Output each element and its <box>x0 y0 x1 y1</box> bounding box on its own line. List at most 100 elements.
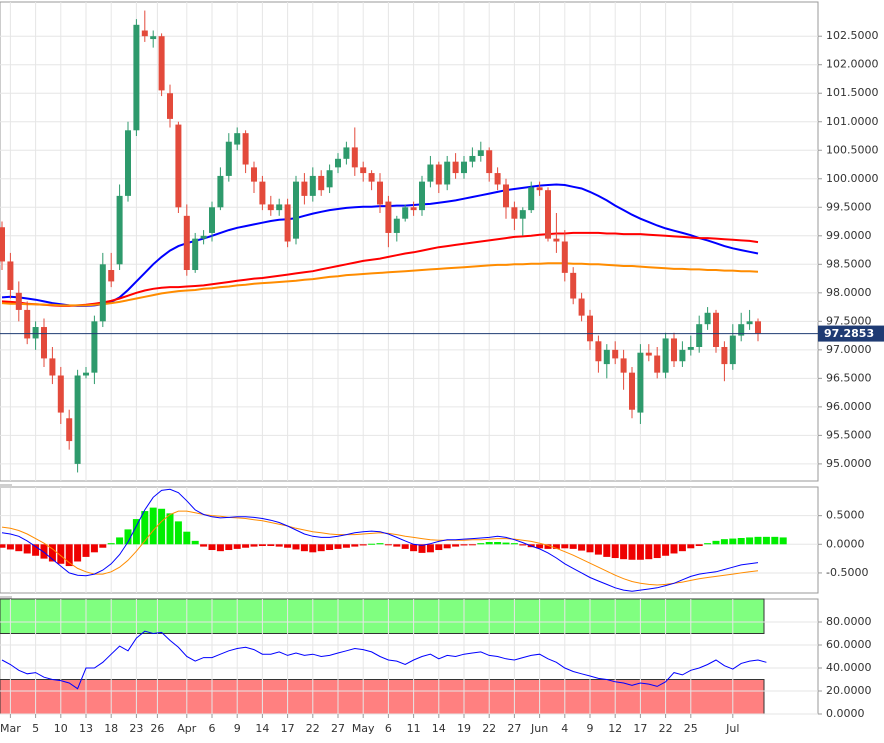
macd-histogram-bar <box>536 544 544 549</box>
candle-body <box>654 355 661 373</box>
candle <box>637 344 644 424</box>
candle-body <box>570 272 577 299</box>
macd-histogram-bar <box>74 544 82 562</box>
candle <box>687 335 694 356</box>
x-tick-label: Jul <box>725 722 739 735</box>
y-tick-label: 95.0000 <box>826 457 872 470</box>
macd-histogram-bar <box>15 544 23 552</box>
macd-histogram-bar <box>200 544 208 547</box>
macd-histogram-bar <box>300 544 308 552</box>
candle-body <box>721 346 728 365</box>
candle-body <box>393 218 400 233</box>
candle <box>91 315 98 385</box>
x-tick-label: Jun <box>530 722 548 735</box>
candle-body <box>545 190 551 239</box>
candle-body <box>587 315 593 342</box>
macd-histogram-bar <box>158 508 166 545</box>
y-tick-label: 102.0000 <box>826 58 879 71</box>
macd-histogram-bar <box>393 544 401 547</box>
candle <box>284 198 291 248</box>
y-tick-label: 101.0000 <box>826 115 879 128</box>
y-tick-label: 100.5000 <box>826 143 879 156</box>
macd-histogram-bar <box>368 543 376 545</box>
macd-histogram-bar <box>107 543 115 545</box>
macd-histogram-bar <box>183 531 191 545</box>
macd-histogram-bar <box>326 544 334 551</box>
candle-body <box>511 207 518 219</box>
candle <box>561 230 568 282</box>
candle-body <box>671 338 677 362</box>
candle-body <box>603 349 610 365</box>
candle-body <box>141 30 148 37</box>
candle <box>427 155 434 188</box>
candle-body <box>553 238 560 242</box>
macd-histogram-bar <box>687 544 695 549</box>
macd-histogram-bar <box>620 544 628 560</box>
macd-histogram-bar <box>746 537 754 545</box>
candle-body <box>713 312 719 347</box>
candle-body <box>503 184 509 208</box>
macd-histogram-bar <box>678 544 686 552</box>
overbought-zone <box>0 598 765 634</box>
candle <box>133 19 140 137</box>
candle <box>519 207 526 236</box>
macd-histogram-bar <box>284 544 292 548</box>
candle-body <box>486 150 493 174</box>
candle-body <box>167 93 173 119</box>
candle-body <box>385 201 392 233</box>
x-tick-label: 27 <box>507 722 521 735</box>
candle <box>452 153 459 179</box>
y-tick-label: 100.0000 <box>826 172 879 185</box>
macd-histogram-bar <box>712 540 720 545</box>
x-tick-label: 6 <box>209 722 216 735</box>
candle-body <box>444 161 451 185</box>
candle <box>217 167 224 211</box>
macd-histogram-bar <box>662 544 670 556</box>
candle-body <box>419 181 425 211</box>
candle <box>595 335 602 373</box>
macd-histogram-bar <box>317 544 325 552</box>
candle-body <box>15 292 22 310</box>
candle <box>259 175 266 211</box>
candle-body <box>267 204 274 211</box>
candle <box>175 121 182 213</box>
candle <box>225 133 232 182</box>
candle-body <box>217 175 224 208</box>
candle-body <box>687 346 694 350</box>
candle-body <box>0 227 5 262</box>
macd-histogram-bar <box>443 544 451 549</box>
macd-histogram-bar <box>0 544 6 548</box>
macd-histogram-bar <box>149 507 157 545</box>
macd-histogram-bar <box>401 544 409 549</box>
macd-histogram-bar <box>586 544 594 553</box>
macd-histogram-bar <box>275 544 283 547</box>
candle-body <box>125 130 131 196</box>
x-tick-label: 22 <box>482 722 496 735</box>
candle <box>276 198 283 216</box>
candle-body <box>578 298 585 316</box>
candle-body <box>318 175 325 191</box>
macd-histogram-bar <box>544 544 552 549</box>
candle-body <box>57 375 64 413</box>
x-tick-label: May <box>352 722 375 735</box>
candle <box>351 127 358 176</box>
candle <box>444 155 451 191</box>
macd-histogram-bar <box>762 536 770 545</box>
y-tick-label: 98.5000 <box>826 257 872 270</box>
candle <box>293 175 299 245</box>
x-tick-label: 14 <box>432 722 446 735</box>
macd-histogram-bar <box>435 544 443 551</box>
y-tick-label: 96.0000 <box>826 400 872 413</box>
candle-body <box>427 164 434 182</box>
candle <box>704 307 711 330</box>
candle <box>410 201 417 216</box>
candle-body <box>183 215 190 271</box>
macd-histogram-bar <box>6 544 14 550</box>
candle <box>125 121 131 202</box>
macd-histogram-bar <box>771 536 779 545</box>
candle <box>24 301 31 345</box>
moving-average-line-2 <box>1 262 759 307</box>
macd-histogram-bar <box>32 544 40 556</box>
macd-histogram-bar <box>384 544 392 546</box>
macd-histogram-bar <box>292 544 300 550</box>
